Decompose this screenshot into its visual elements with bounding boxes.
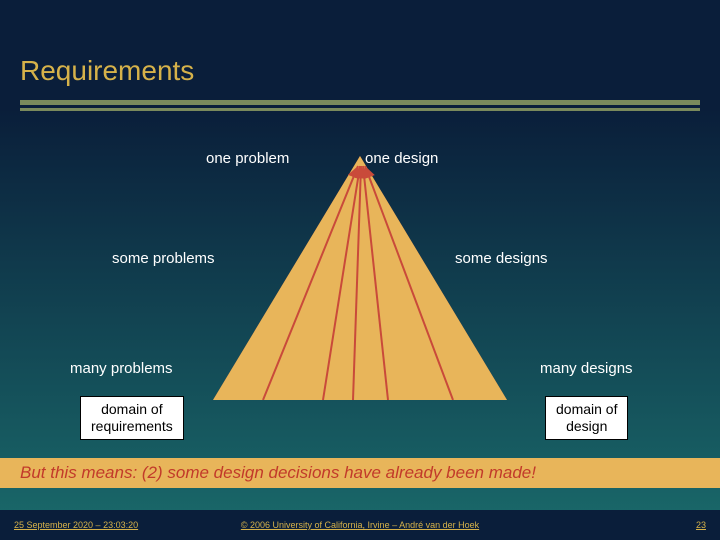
title-rule-inner bbox=[20, 108, 700, 111]
label-many-designs: many designs bbox=[540, 360, 633, 377]
slide: Requirements one problem one design some… bbox=[0, 0, 720, 540]
label-many-problems: many problems bbox=[70, 360, 173, 377]
box-domain-req-line2: requirements bbox=[91, 418, 173, 435]
callout-bar: But this means: (2) some design decision… bbox=[0, 458, 720, 488]
footer: 25 September 2020 – 23:03:20 © 2006 Univ… bbox=[0, 510, 720, 540]
box-domain-design: domain of design bbox=[545, 396, 628, 440]
label-one-problem: one problem bbox=[206, 150, 289, 167]
footer-copyright: © 2006 University of California, Irvine … bbox=[241, 520, 479, 530]
title-rule-outer bbox=[20, 100, 700, 105]
box-domain-des-line1: domain of bbox=[556, 401, 617, 418]
label-some-designs: some designs bbox=[455, 250, 548, 267]
arrows bbox=[213, 156, 507, 400]
label-some-problems: some problems bbox=[112, 250, 215, 267]
label-one-design: one design bbox=[365, 150, 438, 167]
page-title: Requirements bbox=[20, 55, 194, 87]
diagram: one problem one design some problems som… bbox=[0, 140, 720, 450]
footer-date: 25 September 2020 – 23:03:20 bbox=[14, 520, 138, 530]
callout-text: But this means: (2) some design decision… bbox=[20, 463, 536, 483]
box-domain-des-line2: design bbox=[556, 418, 617, 435]
box-domain-req-line1: domain of bbox=[91, 401, 173, 418]
box-domain-requirements: domain of requirements bbox=[80, 396, 184, 440]
footer-page: 23 bbox=[696, 520, 706, 530]
